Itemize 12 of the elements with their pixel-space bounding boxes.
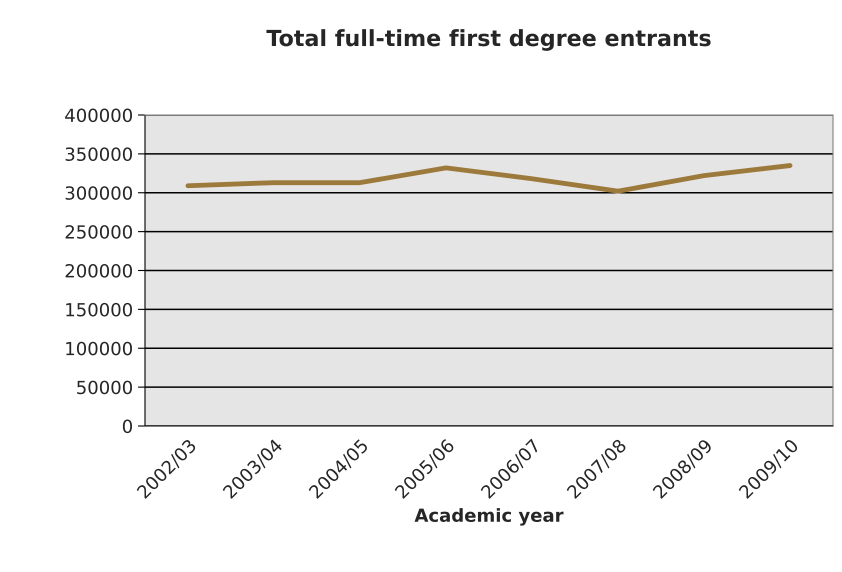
line-series [186, 163, 792, 194]
y-tick-label: 250000 [66, 225, 132, 239]
y-tick-label: 100000 [66, 342, 132, 356]
y-tick-label: 300000 [66, 186, 132, 200]
y-tick-label: 50000 [77, 380, 132, 394]
y-tick-label: 400000 [65, 108, 132, 122]
x-axis-title: Academic year [414, 508, 564, 526]
y-tick-label: 200000 [66, 264, 132, 278]
chart-title: Total full-time first degree entrants [266, 29, 711, 51]
y-tick-label: 350000 [66, 147, 132, 161]
y-tick-label: 150000 [66, 302, 132, 316]
y-tick-label: 0 [122, 419, 132, 434]
